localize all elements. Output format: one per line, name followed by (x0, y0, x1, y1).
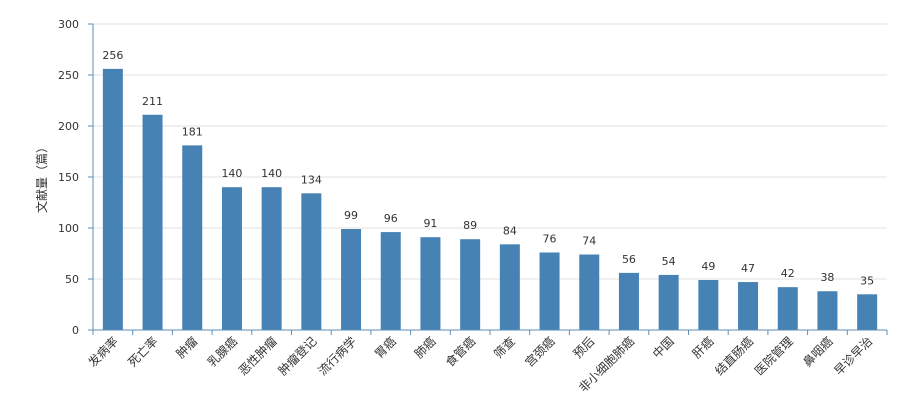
data-label: 74 (582, 235, 596, 248)
bar (142, 114, 163, 330)
x-tick-label: 食管癌 (442, 334, 478, 370)
data-label: 140 (261, 167, 282, 180)
data-label: 84 (503, 224, 517, 237)
data-label: 96 (384, 212, 398, 225)
data-label: 134 (301, 173, 322, 186)
x-tick-label: 宫颈癌 (522, 334, 558, 370)
x-tick-label: 筛查 (490, 334, 518, 362)
y-tick-label: 50 (65, 273, 79, 286)
bar (182, 145, 203, 330)
data-label: 89 (463, 219, 477, 232)
bar (460, 239, 481, 330)
bar (618, 272, 639, 330)
x-tick-label: 鼻咽癌 (799, 334, 835, 370)
bar (658, 274, 679, 330)
y-axis-label: 文献量（篇） (34, 141, 49, 213)
x-tick-label: 预后 (570, 334, 597, 361)
bars: 256 211 181 140 140 134 99 96 91 89 84 76 74 56 54 49 47… (102, 49, 878, 330)
data-label: 211 (142, 95, 163, 108)
bar (499, 244, 520, 330)
x-tick-label: 结直肠癌 (712, 334, 757, 379)
gridlines (93, 23, 887, 280)
data-label: 256 (102, 49, 123, 62)
bar (857, 294, 878, 330)
bar (261, 187, 282, 330)
y-tick-label: 200 (58, 120, 79, 133)
data-label: 49 (701, 260, 715, 273)
bar (221, 187, 242, 330)
data-label: 181 (182, 125, 203, 138)
data-label: 91 (423, 217, 437, 230)
x-tick-label: 发病率 (85, 334, 121, 370)
bar (539, 252, 560, 330)
x-tick-label: 死亡率 (125, 334, 161, 370)
x-tick-label: 中国 (649, 334, 677, 362)
x-tick-label: 肝癌 (689, 334, 717, 362)
x-tick-label: 医院管理 (751, 334, 796, 379)
data-label: 76 (543, 232, 557, 245)
data-label: 47 (741, 262, 755, 275)
bar (341, 229, 362, 330)
bar (579, 254, 600, 330)
y-tick-label: 0 (72, 324, 79, 337)
data-label: 140 (221, 167, 242, 180)
y-tick-label: 250 (58, 69, 79, 82)
x-tick-label: 恶性肿瘤 (235, 334, 280, 379)
bar (102, 68, 123, 330)
x-tick-label: 早诊早治 (831, 334, 875, 378)
bar (301, 193, 322, 330)
x-tick-label: 肿瘤登记 (275, 334, 320, 379)
data-label: 38 (820, 271, 834, 284)
data-label: 35 (860, 274, 874, 287)
data-label: 42 (781, 267, 795, 280)
bar (698, 280, 719, 330)
x-tick-label: 肺癌 (411, 334, 439, 362)
x-tick-label: 乳腺癌 (204, 334, 240, 370)
data-label: 56 (622, 253, 636, 266)
x-tick-label: 流行病学 (315, 334, 360, 379)
y-tick-label: 100 (58, 222, 79, 235)
bar (738, 282, 759, 330)
y-tick-label: 150 (58, 171, 79, 184)
bar (380, 232, 401, 330)
bar (777, 287, 798, 330)
bar (420, 237, 441, 330)
data-label: 99 (344, 209, 358, 222)
data-label: 54 (662, 255, 676, 268)
bar (817, 291, 838, 330)
x-tick-label: 肿瘤 (173, 334, 201, 362)
y-tick-label: 300 (58, 18, 79, 31)
x-tick-label: 胃癌 (371, 334, 399, 362)
